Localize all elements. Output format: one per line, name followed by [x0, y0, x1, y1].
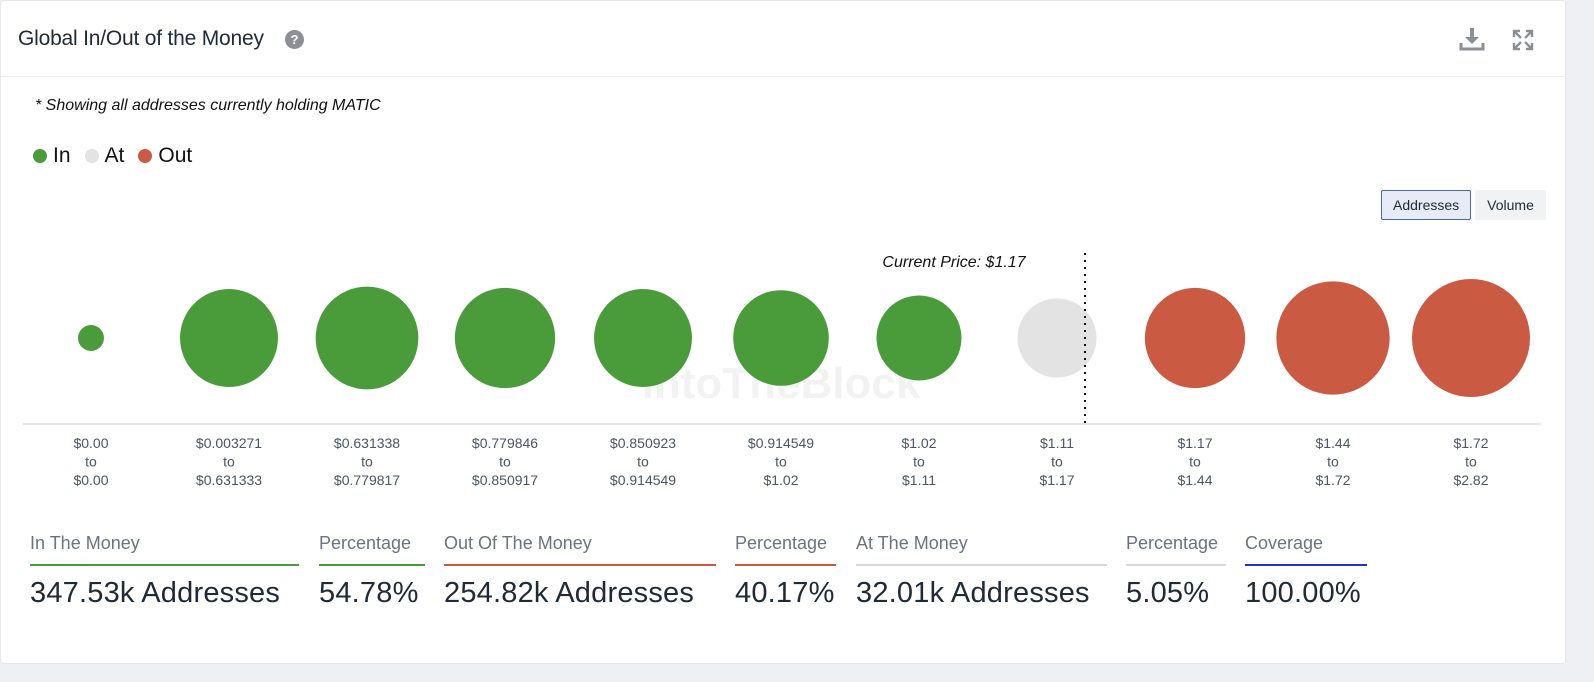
metric-toggle: Addresses Volume [1381, 190, 1546, 220]
chart-legend: In At Out [33, 144, 206, 168]
card-header: Global In/Out of the Money ? [1, 1, 1565, 77]
bubble-in [594, 289, 692, 387]
bubble-out [1144, 287, 1246, 389]
stat-at-percentage: Percentage 5.05% [1126, 533, 1226, 610]
tick-label: $0.914549 to $1.02 [748, 435, 814, 488]
bubble-in [876, 295, 962, 381]
stat-label: Coverage [1245, 533, 1367, 566]
help-icon[interactable]: ? [285, 30, 304, 49]
bubble-in [180, 289, 278, 387]
tick-label: $1.11 to $1.17 [1039, 435, 1074, 488]
stat-label: At The Money [856, 533, 1107, 566]
tick-label: $0.850923 to $0.914549 [610, 435, 676, 488]
stat-value: 347.53k Addresses [30, 577, 281, 609]
bubble-out [1412, 279, 1530, 397]
legend-item-in[interactable]: In [33, 144, 71, 168]
stat-label: Percentage [735, 533, 836, 566]
bubble-in [78, 325, 104, 351]
stat-value: 254.82k Addresses [444, 577, 695, 609]
tick-label: $1.02 to $1.11 [901, 435, 936, 488]
stat-in-the-money: In The Money 347.53k Addresses [30, 533, 299, 610]
stat-value: 5.05% [1126, 577, 1210, 609]
stat-value: 54.78% [319, 577, 419, 609]
tick-label: $0.00 to $0.00 [73, 435, 108, 488]
holding-note: * Showing all addresses currently holdin… [35, 97, 381, 114]
stat-out-of-the-money: Out Of The Money 254.82k Addresses [444, 533, 716, 610]
legend-label-out: Out [158, 144, 193, 167]
bubble-chart: IntoTheBlock$0.00to$0.00$0.003271to$0.63… [23, 253, 1541, 488]
addresses-toggle-button[interactable]: Addresses [1381, 190, 1472, 220]
stat-value: 32.01k Addresses [856, 577, 1090, 609]
stat-in-percentage: Percentage 54.78% [319, 533, 425, 610]
stats-row: In The Money 347.53k Addresses Percentag… [1, 533, 1565, 633]
legend-label-in: In [53, 144, 71, 167]
current-price-label: Current Price: $1.17 [882, 254, 1026, 271]
page-title: Global In/Out of the Money [18, 27, 264, 50]
stat-label: Percentage [1126, 533, 1226, 566]
legend-dot-out [138, 149, 153, 163]
tick-label: $1.72 to $2.82 [1453, 435, 1488, 488]
legend-item-at[interactable]: At [84, 144, 125, 168]
tick-label: $0.631338 to $0.779817 [334, 435, 400, 488]
tick-label: $0.003271 to $0.631333 [196, 435, 262, 488]
tick-label: $1.17 to $1.44 [1177, 435, 1212, 488]
stat-value: 40.17% [735, 577, 835, 609]
stat-label: Percentage [319, 533, 425, 566]
legend-dot-in [33, 149, 47, 163]
stat-label: In The Money [30, 533, 299, 566]
tick-label: $1.44 to $1.72 [1315, 435, 1350, 488]
legend-label-at: At [104, 144, 125, 167]
bubble-at [1017, 298, 1097, 378]
stat-value: 100.00% [1245, 577, 1361, 609]
tick-label: $0.779846 to $0.850917 [472, 435, 538, 488]
stat-coverage: Coverage 100.00% [1245, 533, 1367, 610]
stat-label: Out Of The Money [444, 533, 716, 566]
legend-dot-at [84, 149, 99, 163]
download-icon[interactable] [1459, 26, 1485, 52]
bubble-in [733, 290, 829, 386]
bubble-out [1276, 281, 1390, 395]
stat-at-the-money: At The Money 32.01k Addresses [856, 533, 1107, 610]
fullscreen-icon[interactable] [1511, 28, 1535, 52]
legend-item-out[interactable]: Out [138, 144, 192, 168]
volume-toggle-button[interactable]: Volume [1475, 190, 1546, 220]
stat-out-percentage: Percentage 40.17% [735, 533, 836, 610]
chart-card: Global In/Out of the Money ? * Showing a… [0, 0, 1566, 664]
bubble-in [315, 286, 419, 390]
bubble-in [454, 287, 556, 389]
